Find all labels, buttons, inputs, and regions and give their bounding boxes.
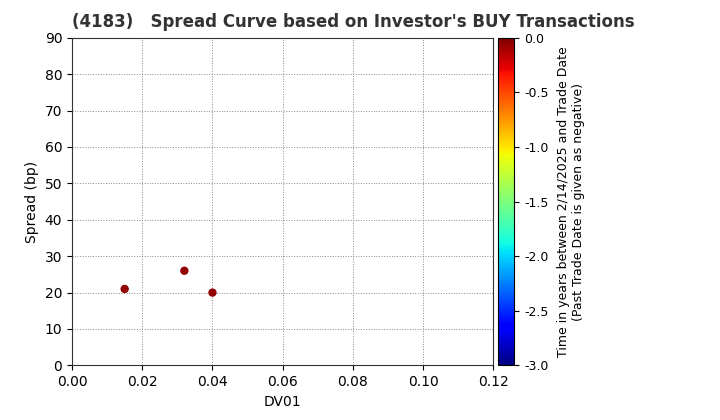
Point bbox=[179, 268, 190, 274]
Text: (4183)   Spread Curve based on Investor's BUY Transactions: (4183) Spread Curve based on Investor's … bbox=[72, 13, 634, 31]
Y-axis label: Spread (bp): Spread (bp) bbox=[25, 160, 39, 243]
Point bbox=[119, 286, 130, 292]
Point bbox=[207, 289, 218, 296]
Y-axis label: Time in years between 2/14/2025 and Trade Date
(Past Trade Date is given as nega: Time in years between 2/14/2025 and Trad… bbox=[557, 46, 585, 357]
X-axis label: DV01: DV01 bbox=[264, 395, 302, 409]
